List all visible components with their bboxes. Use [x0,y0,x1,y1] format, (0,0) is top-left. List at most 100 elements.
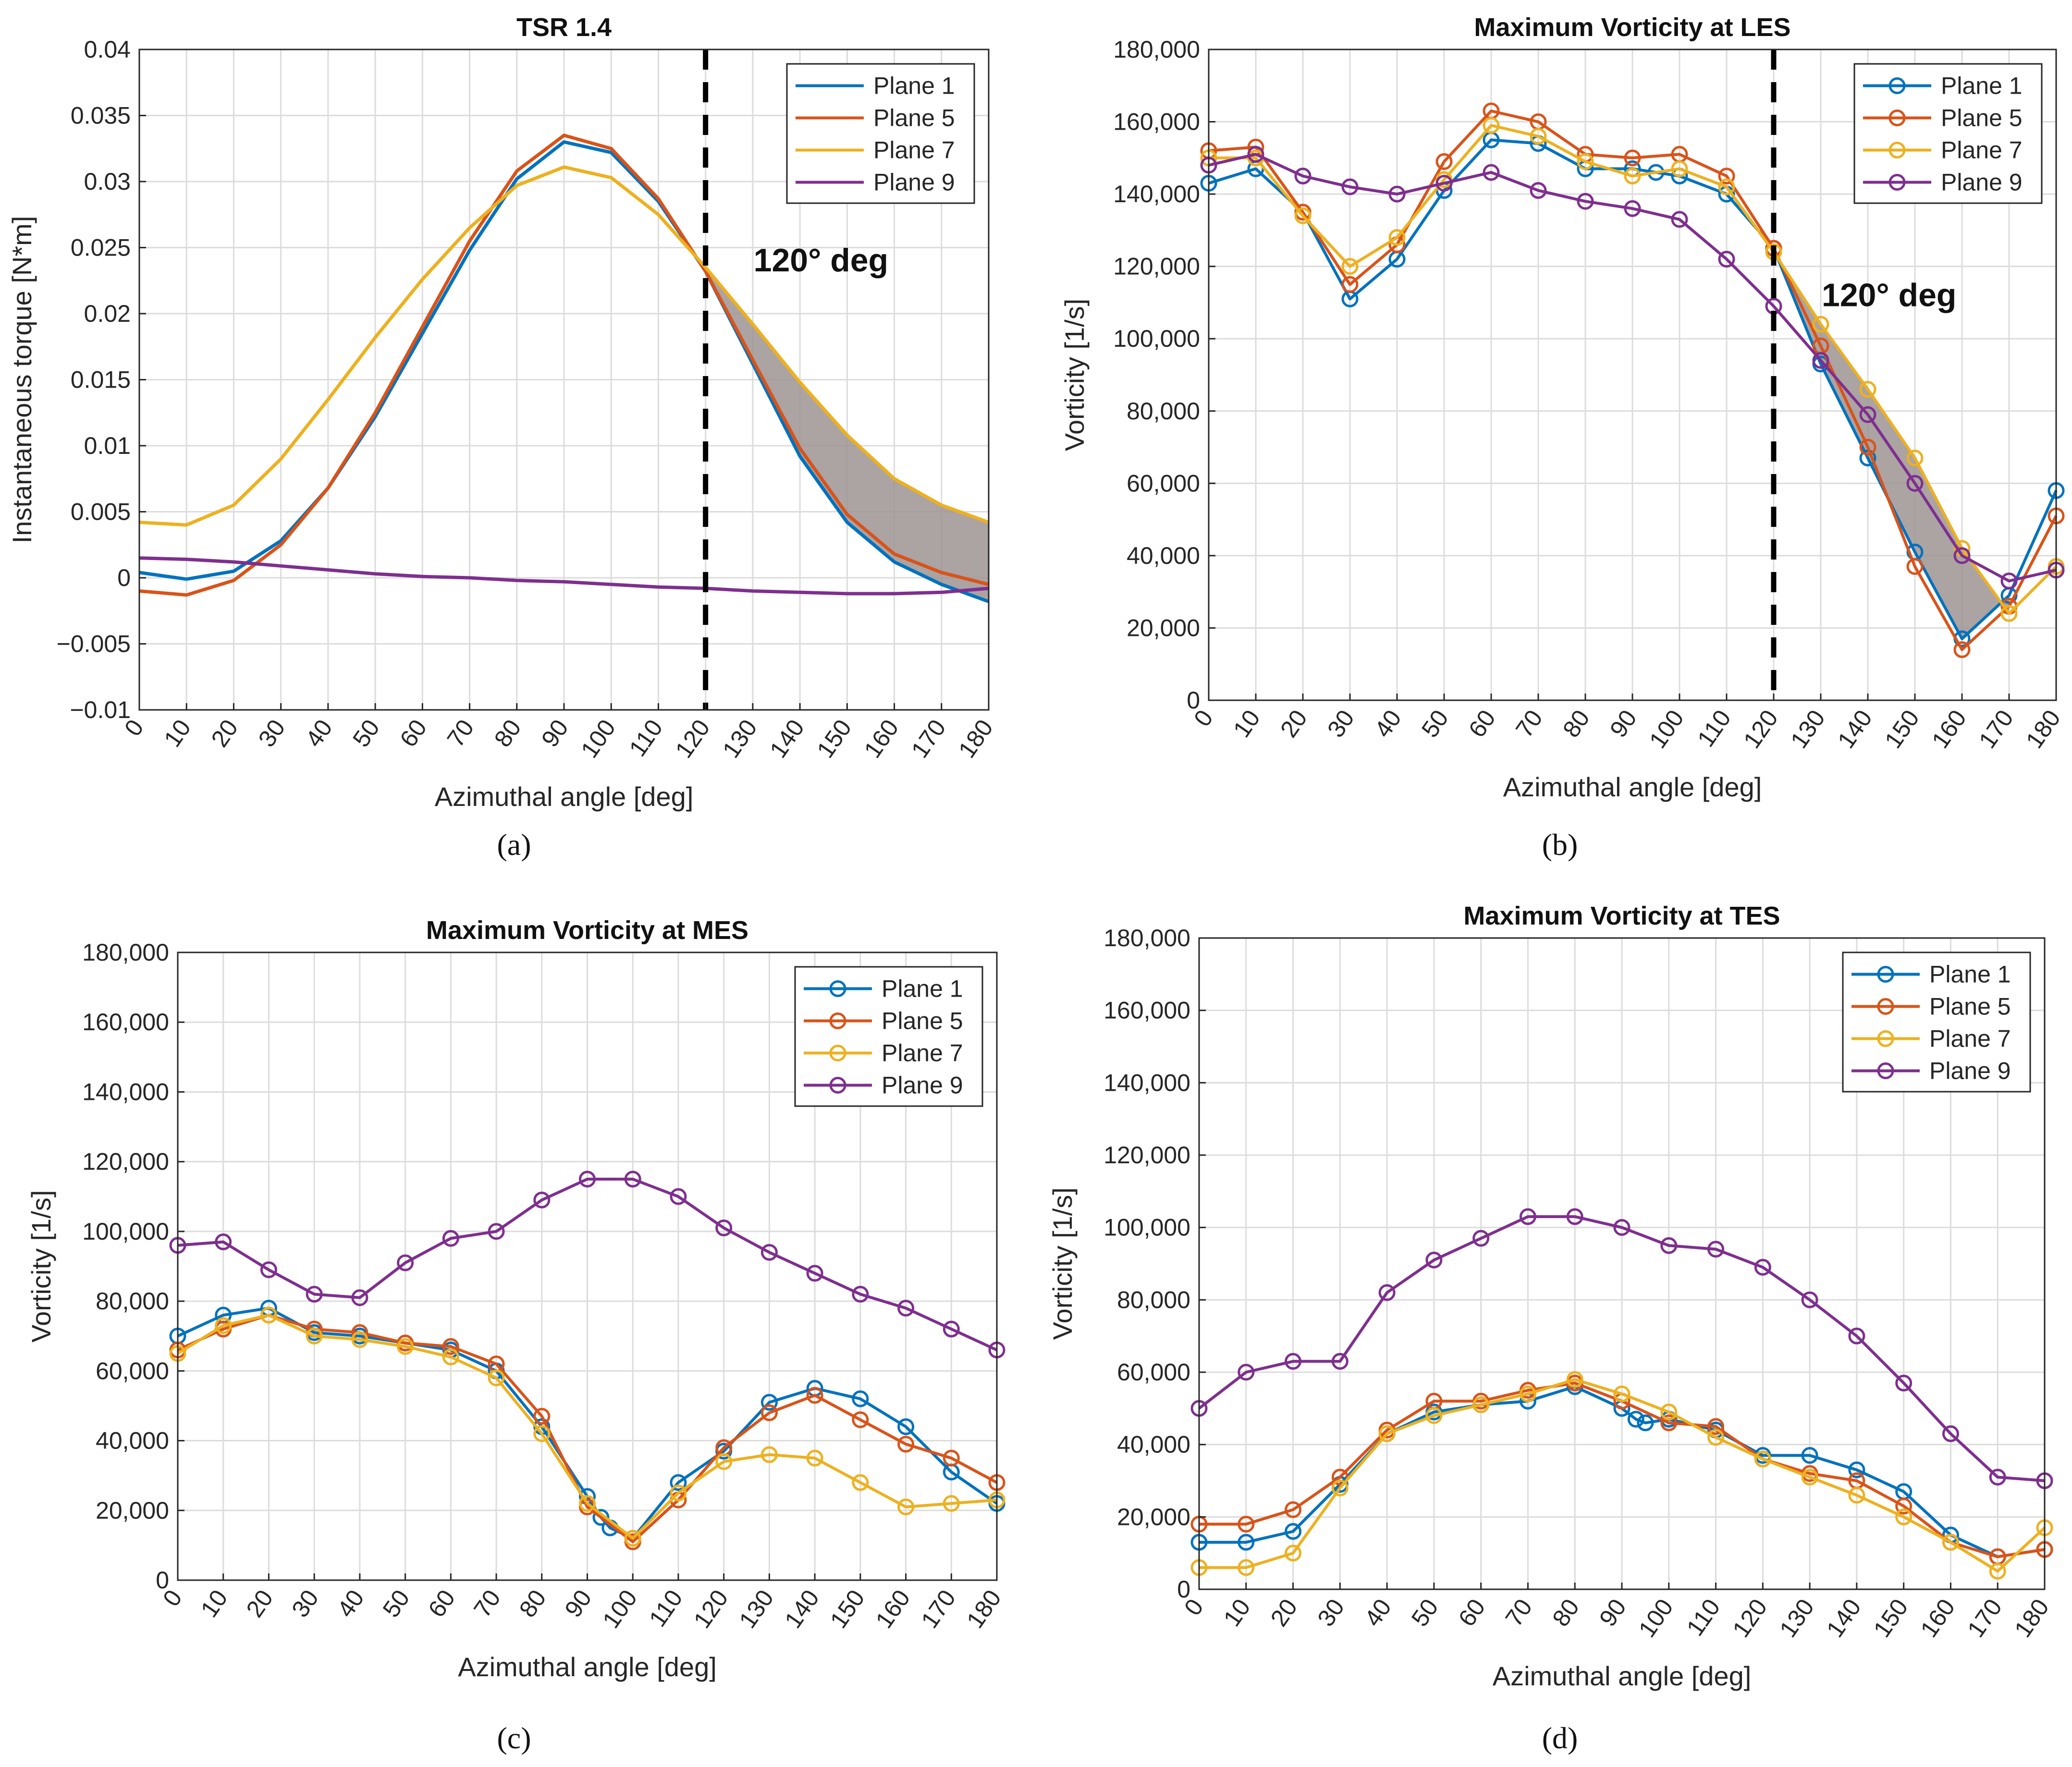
x-tick-label: 40 [1369,705,1407,743]
data-point [1472,1396,1490,1414]
data-point [1624,167,1641,184]
legend-label: Plane 9 [873,169,955,196]
series-line-plane-9 [1208,153,2057,583]
legend-label: Plane 7 [1929,1025,2011,1052]
x-tick-label: 30 [1322,705,1360,743]
x-tick-label: 10 [1228,705,1265,743]
data-point [1238,1515,1255,1533]
series-line-plane-7 [1199,1378,2046,1573]
x-tick-label: 60 [1453,1594,1491,1632]
panel-caption: (d) [1542,1721,1578,1755]
data-point [806,1450,823,1467]
data-point [852,1474,869,1491]
y-tick-label: 180,000 [1113,36,1200,63]
data-point [1577,153,1594,170]
x-tick-label: 50 [347,715,385,752]
x-tick-label: 40 [332,1585,369,1622]
y-tick-label: 0.015 [71,366,131,393]
legend-label: Plane 5 [1941,105,2023,132]
chart-title: Maximum Vorticity at LES [1474,13,1790,42]
data-point [488,1369,505,1387]
x-axis-label: Azimuthal angle [deg] [1503,772,1762,802]
data-point [397,1254,414,1271]
data-point [260,1306,277,1324]
legend-label: Plane 7 [873,137,955,164]
data-point [1812,316,1829,333]
data-point [715,1453,733,1470]
x-tick-label: 150 [1879,705,1925,753]
x-tick-label: 150 [1868,1594,1913,1642]
panel-caption: (a) [497,828,531,862]
data-point [1331,1468,1349,1486]
data-point [806,1387,823,1404]
legend-marker [829,1012,846,1029]
y-tick-label: 100,000 [1113,325,1200,352]
data-point [1285,1545,1302,1562]
legend-marker [1877,966,1894,983]
x-tick-label: 160 [870,1585,916,1633]
y-tick-label: −0.01 [70,696,131,723]
x-tick-label: 170 [916,1585,961,1633]
legend-marker [1888,142,1906,158]
x-tick-label: 120 [1727,1594,1772,1642]
x-tick-label: 120 [688,1585,734,1633]
legend-label: Plane 7 [882,1040,963,1067]
x-tick-label: 70 [1510,705,1548,743]
data-point [1906,558,1924,575]
legend-marker [829,980,846,997]
data-point [1671,160,1688,177]
series-line-plane-7 [177,1314,997,1540]
x-tick-label: 30 [286,1585,324,1622]
data-point [260,1261,277,1279]
x-tick-label: 60 [394,715,432,752]
data-point [1294,167,1312,184]
data-point [852,1390,869,1407]
data-point [670,1484,687,1501]
y-tick-label: 120,000 [1103,1142,1190,1169]
legend: Plane 1 Plane 5 Plane 7 Plane 9 [1853,63,2043,204]
x-tick-label: 160 [1926,705,1972,753]
legend-label: Plane 9 [1929,1058,2011,1085]
chart-title: Maximum Vorticity at MES [426,916,748,945]
data-point [1801,1291,1818,1308]
x-tick-label: 140 [1821,1594,1866,1642]
x-tick-label: 80 [514,1585,552,1622]
y-tick-label: 60,000 [1117,1359,1190,1386]
data-point [1247,146,1264,163]
y-tick-label: 0 [156,1567,169,1594]
chart-title: Maximum Vorticity at TES [1463,902,1780,930]
data-point [1285,1353,1302,1370]
x-tick-label: 110 [1681,1594,1726,1641]
data-point [1953,547,1971,564]
data-point [351,1331,368,1348]
x-tick-label: 110 [1692,705,1736,752]
x-tick-label: 90 [1594,1594,1631,1632]
x-tick-label: 60 [423,1585,460,1622]
x-tick-label: 70 [1500,1594,1537,1632]
data-point [1707,1418,1725,1435]
data-point [397,1338,414,1355]
data-point [533,1425,551,1442]
data-point [1906,475,1924,492]
legend-label: Plane 5 [873,105,955,132]
y-tick-label: 180,000 [82,939,169,966]
data-point [1942,1425,1959,1442]
data-point [1895,1508,1913,1525]
x-tick-label: 80 [489,715,527,752]
data-point [1566,1371,1583,1388]
x-tick-label: 130 [717,715,762,763]
data-point [1285,1501,1302,1518]
data-point [943,1320,960,1338]
y-tick-label: 0.04 [84,36,131,63]
legend-marker [1877,1030,1894,1047]
data-point [1519,1208,1536,1225]
data-point [2000,605,2018,622]
data-point [1718,178,1735,195]
series-line-plane-9 [1198,1215,2045,1482]
data-point [1859,439,1876,456]
x-tick-label: 20 [241,1585,278,1622]
series-line-plane-7 [139,165,990,527]
legend-marker [1877,998,1894,1015]
data-point [1801,1468,1818,1486]
